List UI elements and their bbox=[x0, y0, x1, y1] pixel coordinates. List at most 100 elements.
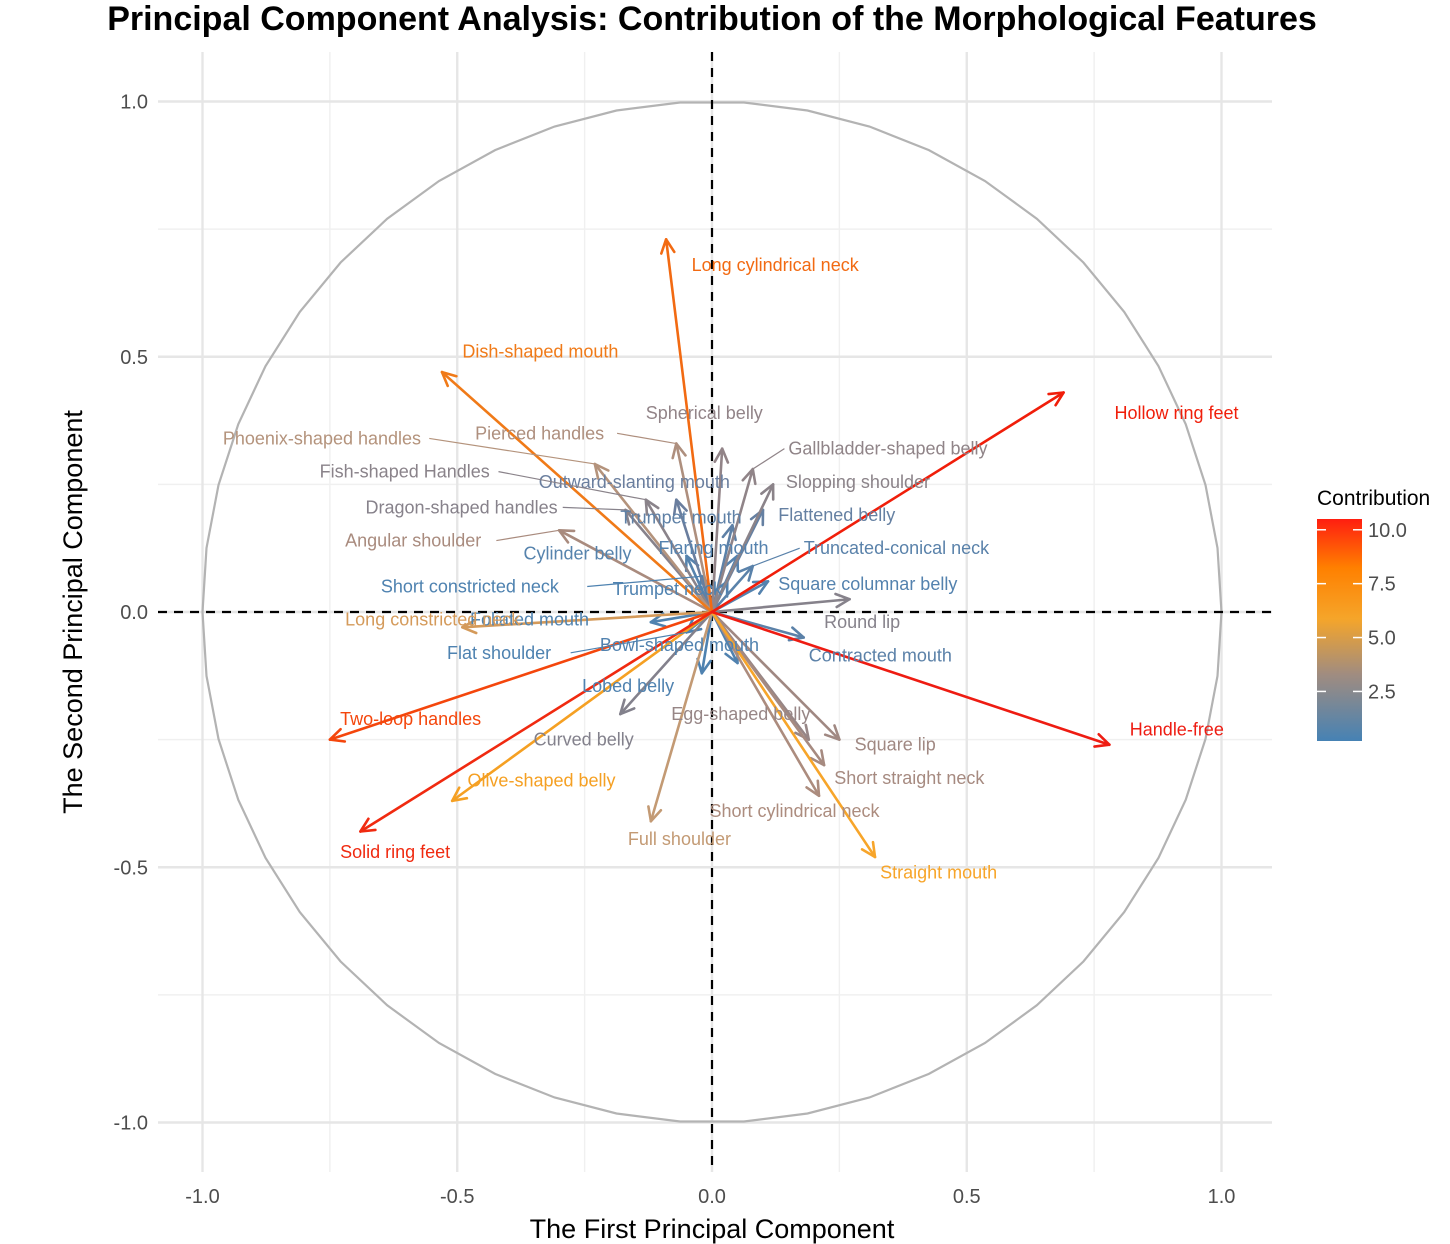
variable-label: Contracted mouth bbox=[809, 645, 952, 665]
variable-label: Truncated-conical neck bbox=[804, 538, 990, 558]
arrow-shaft bbox=[710, 610, 1111, 747]
variable-label: Long cylindrical neck bbox=[692, 255, 860, 275]
arrow-shaft bbox=[710, 610, 826, 767]
legend-tick-label: 10.0 bbox=[1368, 520, 1407, 542]
variable-label: Gallbladder-shaped belly bbox=[788, 439, 987, 459]
arrow-shaft bbox=[557, 529, 714, 614]
arrow-head bbox=[672, 498, 688, 516]
arrow-head bbox=[359, 817, 377, 833]
y-axis-title: The Second Principal Component bbox=[58, 410, 88, 814]
variable-label: Handle-free bbox=[1130, 719, 1224, 739]
variable-labels: Short constricted neck Trumpet neck Foliat… bbox=[223, 255, 1239, 882]
arrow-shaft bbox=[664, 238, 714, 614]
variable-label: Square columnar belly bbox=[778, 574, 957, 594]
arrow-shaft bbox=[710, 610, 877, 859]
x-tick-label: 1.0 bbox=[1208, 1186, 1236, 1208]
variable-label: Dish-shaped mouth bbox=[462, 342, 618, 362]
label-leader-line bbox=[616, 432, 677, 445]
variable-label: Square lip bbox=[855, 735, 936, 755]
legend-tick-label: 2.5 bbox=[1368, 681, 1396, 703]
arrow-head bbox=[460, 618, 478, 635]
x-tick-label: -1.0 bbox=[185, 1186, 219, 1208]
variable-label: Lobed belly bbox=[582, 676, 674, 696]
arrow-shaft bbox=[593, 462, 714, 614]
arrow-shaft bbox=[675, 498, 714, 614]
arrow-head bbox=[328, 727, 347, 743]
x-tick-label: 0.5 bbox=[953, 1186, 981, 1208]
variable-label: Short constricted neck bbox=[381, 576, 560, 596]
arrow-head bbox=[1047, 391, 1065, 407]
variable-label: Flattened belly bbox=[778, 505, 895, 525]
variable-label: Trumpet neck bbox=[613, 579, 723, 599]
label-leader-line bbox=[570, 631, 687, 654]
arrow-shaft bbox=[710, 483, 775, 614]
arrow-shaft bbox=[710, 597, 851, 614]
legend-tick-label: 5.0 bbox=[1368, 628, 1396, 650]
arrow-shaft bbox=[710, 467, 755, 614]
legend-colorbar bbox=[1317, 519, 1362, 741]
legend-title: Contribution bbox=[1317, 487, 1430, 510]
variable-label: Two-loop handles bbox=[340, 709, 481, 729]
arrow-head bbox=[834, 592, 851, 609]
variable-label: Hollow ring feet bbox=[1115, 403, 1239, 423]
variable-label: Trumpet mouth bbox=[620, 508, 741, 528]
variable-label: Phoenix-shaped handles bbox=[223, 428, 421, 448]
arrow-shaft bbox=[440, 370, 714, 614]
variable-label: Full shoulder bbox=[628, 829, 731, 849]
arrow-shaft bbox=[644, 498, 714, 614]
label-leader-line bbox=[587, 575, 702, 588]
variable-label: Solid ring feet bbox=[340, 842, 450, 862]
arrow-head bbox=[618, 698, 636, 716]
variable-label: Foliated mouth bbox=[470, 610, 589, 630]
variable-label: Flaring mouth bbox=[659, 538, 769, 558]
arrow-head bbox=[647, 805, 663, 823]
variable-label: Curved belly bbox=[534, 730, 634, 750]
arrow-head bbox=[809, 749, 826, 767]
arrow-head bbox=[713, 447, 730, 464]
variable-label: Long constricted neck bbox=[345, 610, 521, 630]
arrow-head bbox=[440, 370, 458, 388]
y-tick-label: 0.5 bbox=[120, 347, 148, 369]
variable-label: Dragon-shaped handles bbox=[366, 497, 558, 517]
label-leader-line bbox=[496, 529, 560, 542]
variable-label: Flat shoulder bbox=[447, 643, 551, 663]
label-leader-line bbox=[429, 437, 595, 465]
x-tick-label: 0.0 bbox=[698, 1186, 726, 1208]
arrow-head bbox=[823, 724, 841, 741]
arrow-head bbox=[749, 508, 765, 527]
unit-circle bbox=[201, 101, 1223, 1123]
arrow-shaft bbox=[710, 447, 724, 614]
x-axis-title: The First Principal Component bbox=[530, 1214, 895, 1244]
arrow-shaft bbox=[710, 391, 1065, 614]
arrow-head bbox=[644, 498, 660, 516]
arrow-head bbox=[684, 554, 700, 573]
arrow-shaft bbox=[675, 442, 714, 614]
arrow-shaft bbox=[359, 610, 714, 833]
variable-label: Olive-shaped belly bbox=[467, 770, 615, 790]
arrow-shaft bbox=[710, 610, 841, 741]
label-leader-line bbox=[562, 506, 626, 511]
variable-label: Bowl-shaped mouth bbox=[600, 635, 759, 655]
arrow-head bbox=[860, 840, 877, 859]
label-leader-line bbox=[752, 448, 785, 470]
arrow-shaft bbox=[710, 610, 821, 798]
variable-label: Short straight neck bbox=[834, 768, 985, 788]
label-leader-line bbox=[498, 471, 646, 501]
arrow-head bbox=[760, 483, 775, 501]
arrow-head bbox=[450, 786, 469, 803]
variable-label: Egg-shaped belly bbox=[671, 704, 810, 724]
arrow-shaft bbox=[710, 564, 755, 614]
unit-circle-layer bbox=[201, 101, 1223, 1123]
y-tick-label: -1.0 bbox=[114, 1113, 148, 1135]
variable-label: Spherical belly bbox=[646, 403, 763, 423]
label-leader-line bbox=[752, 547, 800, 567]
arrow-head bbox=[659, 238, 676, 255]
variable-label: Angular shoulder bbox=[345, 531, 481, 551]
arrow-head bbox=[1093, 732, 1111, 748]
arrow-head bbox=[696, 657, 712, 675]
variable-label: Fish-shaped Handles bbox=[320, 462, 490, 482]
variable-label: Round lip bbox=[824, 612, 900, 632]
legend: Contribution 10.0 7.5 5.0 2.5 bbox=[1317, 487, 1430, 741]
arrow-shaft bbox=[450, 610, 714, 803]
arrow-shaft bbox=[618, 610, 714, 716]
